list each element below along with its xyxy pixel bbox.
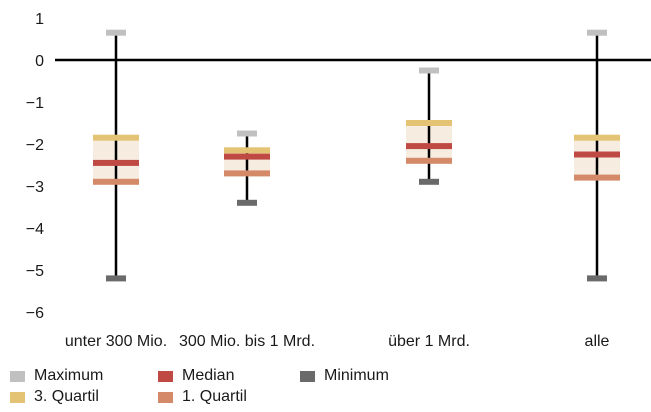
minimum-marker: [587, 275, 607, 282]
y-tick-label: −2: [26, 137, 44, 154]
category-label: unter 300 Mio.: [65, 333, 167, 350]
maximum-marker: [419, 67, 439, 74]
legend-swatch-minimum: [300, 370, 315, 382]
legend-swatch-3-quartil: [10, 391, 25, 403]
q3-marker: [406, 120, 452, 126]
legend-label-1-quartil: 1. Quartil: [182, 388, 247, 405]
legend-item-minimum: Minimum: [300, 366, 389, 386]
q1-marker: [406, 157, 452, 164]
legend-item-1-quartil: 1. Quartil: [158, 387, 247, 407]
legend-label-median: Median: [182, 367, 235, 384]
category-label: alle: [585, 333, 610, 350]
q3-marker: [93, 134, 139, 141]
chart-plot: 1 0 −1 −2 −3 −4 −5 −6 unter 300 Mio. 300 Mio. bis…: [26, 11, 651, 350]
minimum-marker: [106, 275, 126, 282]
median-marker: [574, 151, 620, 158]
q1-marker: [574, 174, 620, 181]
category-label: 300 Mio. bis 1 Mrd.: [179, 333, 315, 350]
q3-marker: [224, 147, 270, 154]
minimum-marker: [237, 199, 257, 206]
median-marker: [93, 159, 139, 166]
maximum-marker: [237, 130, 257, 137]
legend-label-minimum: Minimum: [324, 367, 389, 384]
maximum-marker: [587, 29, 607, 36]
legend-label-3-quartil: 3. Quartil: [34, 388, 99, 405]
median-marker: [224, 153, 270, 160]
maximum-marker: [106, 29, 126, 36]
y-tick-label: −6: [26, 305, 44, 322]
legend-swatch-maximum: [10, 370, 25, 382]
category-label: über 1 Mrd.: [388, 333, 470, 350]
legend-item-3-quartil: 3. Quartil: [10, 387, 99, 407]
y-tick-label: 1: [35, 11, 44, 28]
legend-swatch-1-quartil: [158, 391, 173, 403]
chart-legend: Maximum Median Minimum 3. Quartil 1. Qua…: [10, 366, 640, 410]
q1-marker: [224, 170, 270, 177]
median-marker: [406, 143, 452, 150]
legend-item-maximum: Maximum: [10, 366, 103, 386]
legend-item-median: Median: [158, 366, 234, 386]
y-tick-label: −4: [26, 221, 44, 238]
q1-marker: [93, 178, 139, 185]
y-tick-label: −3: [26, 179, 44, 196]
minimum-marker: [419, 178, 439, 185]
y-tick-label: 0: [35, 53, 44, 70]
y-tick-label: −1: [26, 95, 44, 112]
legend-label-maximum: Maximum: [34, 367, 104, 384]
y-tick-label: −5: [26, 263, 44, 280]
q3-marker: [574, 134, 620, 141]
legend-swatch-median: [158, 370, 173, 382]
